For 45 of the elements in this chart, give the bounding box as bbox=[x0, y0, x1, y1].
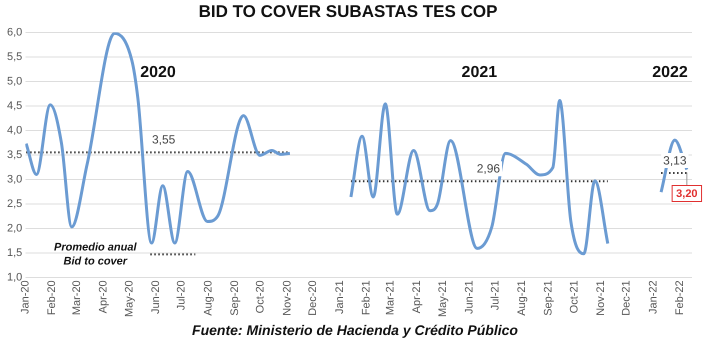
y-tick-label: 3,5 bbox=[6, 148, 22, 161]
y-tick-label: 4,0 bbox=[6, 124, 22, 136]
x-tick-label: Feb-20 bbox=[46, 280, 58, 316]
x-tick-label: Feb-21 bbox=[360, 280, 372, 316]
data-label: 3,55 bbox=[152, 132, 176, 147]
y-tick-label: 5,5 bbox=[6, 50, 22, 63]
legend-label: Promedio anual Bid to cover bbox=[54, 241, 138, 268]
annotation: 2020 bbox=[140, 64, 176, 81]
x-tick-label: May-20 bbox=[123, 280, 136, 318]
source-note: Fuente: Ministerio de Hacienda y Crédito Público bbox=[191, 322, 519, 338]
x-tick-label: May-21 bbox=[436, 280, 449, 318]
x-tick-label: Oct-21 bbox=[568, 280, 580, 314]
x-tick-label: Sep-20 bbox=[228, 280, 241, 316]
y-tick-label: 4,5 bbox=[6, 100, 22, 112]
x-tick-label: Dec-21 bbox=[620, 280, 633, 316]
x-tick-label: Dec-20 bbox=[307, 280, 320, 316]
y-tick-label: 2,5 bbox=[6, 198, 22, 210]
x-tick-label: Nov-20 bbox=[281, 280, 294, 316]
chart-title: BID TO COVER SUBASTAS TES COP bbox=[198, 2, 498, 21]
data-label: 3,20 bbox=[676, 188, 698, 200]
x-tick-label: Feb-22 bbox=[674, 280, 686, 316]
x-tick-label: Jul-20 bbox=[176, 280, 188, 310]
x-tick-label: Apr-20 bbox=[98, 280, 110, 314]
x-tick-label: Mar-21 bbox=[384, 280, 396, 316]
x-tick-label: Jan-21 bbox=[334, 280, 346, 314]
x-tick-label: Jan-22 bbox=[647, 280, 660, 314]
x-tick-label: Sep-21 bbox=[542, 280, 555, 316]
data-label: 3,13 bbox=[663, 153, 687, 168]
annotation: 2021 bbox=[462, 64, 498, 81]
y-tick-label: 1,5 bbox=[6, 246, 22, 259]
x-tick-label: Jun-21 bbox=[464, 280, 476, 314]
x-tick-label: Oct-20 bbox=[254, 280, 267, 314]
x-tick-label: Jul-21 bbox=[489, 280, 502, 310]
x-tick-label: Mar-20 bbox=[70, 280, 83, 316]
annotation: 2022 bbox=[652, 64, 688, 81]
y-tick-label: 2,0 bbox=[6, 222, 22, 234]
x-tick-label: Jun-20 bbox=[150, 280, 162, 314]
x-tick-label: Aug-21 bbox=[516, 280, 528, 316]
x-tick-label: Apr-21 bbox=[411, 280, 424, 314]
y-tick-label: 6,0 bbox=[6, 26, 22, 38]
x-tick-label: Nov-21 bbox=[594, 280, 607, 316]
x-tick-label: Aug-20 bbox=[202, 280, 214, 316]
y-tick-label: 5,0 bbox=[6, 75, 22, 88]
data-label: 2,96 bbox=[476, 162, 500, 176]
y-tick-label: 3,0 bbox=[6, 173, 22, 186]
